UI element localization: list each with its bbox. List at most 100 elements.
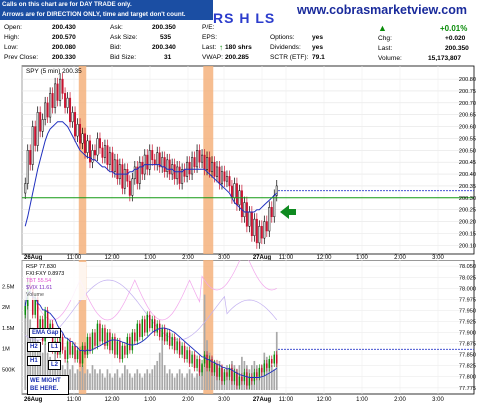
volume-bar — [29, 319, 32, 390]
time-tick-label: 12:00 — [316, 397, 332, 403]
price-candle — [156, 152, 159, 165]
price-candle — [245, 202, 248, 227]
volume-bar — [265, 356, 268, 390]
price-candle — [103, 145, 106, 158]
volume-bar — [153, 365, 156, 390]
website-watermark: www.cobrasmarketview.com — [297, 3, 467, 17]
rsp-candle — [241, 376, 243, 382]
volume-bar — [128, 373, 131, 390]
price-candle — [153, 159, 156, 165]
rsp-candle — [81, 345, 84, 364]
up-triangle-icon: ▲ — [378, 23, 387, 33]
price-candle — [253, 218, 256, 237]
rsp-candle — [226, 372, 228, 377]
h2-label: H2 — [27, 342, 41, 352]
bid-size-value: 31 — [164, 54, 172, 61]
price-candle — [41, 119, 44, 132]
price-candle — [146, 154, 149, 170]
rsp-tick-label: 77.900 — [459, 331, 476, 337]
rsp-candle — [71, 345, 74, 355]
ask-size-label: Ask Size: — [110, 34, 138, 41]
price-candle — [81, 133, 84, 144]
high-value: 200.570 — [52, 34, 76, 41]
rsp-candle — [156, 323, 158, 333]
rsp-candle — [44, 310, 46, 342]
rsp-candle — [31, 288, 34, 315]
rsp-candle — [163, 328, 166, 342]
moving-average-line — [24, 121, 278, 227]
volume-bar — [49, 356, 51, 390]
price-candle — [118, 164, 121, 180]
rsp-candle — [124, 345, 126, 355]
price-candle — [258, 226, 261, 244]
rsp-candle — [86, 336, 89, 355]
rsp-candle — [238, 376, 241, 386]
volume-bar — [106, 369, 109, 390]
volume-bar — [186, 373, 188, 390]
time-tick-label: 12:00 — [104, 397, 120, 403]
low-label: Low: — [4, 44, 18, 51]
volume-bar — [136, 369, 139, 390]
h1-label: H1 — [27, 356, 41, 366]
rsp-candle — [161, 328, 163, 337]
rsp-candle — [121, 345, 124, 360]
volume-bar — [270, 365, 273, 390]
volume-bar — [183, 377, 186, 390]
quote-panel: Open: 200.430 High: 200.570 Low: 200.080… — [0, 22, 480, 67]
time-tick-label: 2:00 — [182, 255, 194, 260]
price-candle — [106, 145, 109, 165]
time-tick-label: 26Aug — [24, 255, 43, 260]
rsp-candle — [64, 350, 66, 360]
time-tick-label: 2:00 — [182, 397, 194, 403]
volume-bar — [79, 371, 81, 390]
price-candle — [275, 185, 278, 196]
rsp-candle — [236, 372, 238, 386]
last-size-label: Last: — [202, 44, 217, 51]
rsp-candle — [168, 332, 171, 346]
price-candle — [91, 150, 94, 163]
volume-tick-label: 1M — [2, 347, 10, 353]
rsp-candle — [69, 341, 71, 355]
highlight-zone — [203, 66, 214, 254]
volume-bar — [96, 373, 99, 390]
price-candle — [250, 211, 253, 237]
volume-bar — [133, 373, 136, 390]
rsp-candle — [24, 306, 26, 315]
time-tick-label: 1:00 — [356, 397, 368, 403]
vix-line — [25, 279, 278, 341]
bid-value: 200.340 — [152, 44, 176, 51]
eps-label: EPS: — [202, 34, 218, 41]
price-candle — [128, 180, 131, 196]
price-tick-label: 200.40 — [459, 172, 476, 178]
rsp-candle — [89, 336, 91, 351]
volume-bar — [163, 365, 166, 390]
rsp-candle — [139, 323, 141, 337]
price-candle — [36, 112, 39, 146]
price-candle — [206, 157, 209, 170]
rsp-candle — [173, 336, 176, 351]
rsp-candle — [206, 354, 208, 368]
volume-bar — [201, 365, 203, 390]
rsp-tick-label: 77.800 — [459, 375, 476, 381]
volume-bar — [44, 344, 47, 390]
price-candle — [98, 138, 101, 149]
price-candle — [54, 83, 57, 108]
price-tick-label: 200.15 — [459, 231, 476, 237]
legend-rsp: RSP 77.830 — [26, 264, 56, 270]
price-candle — [121, 164, 124, 189]
rsp-candle — [151, 319, 153, 329]
l1-label: L1 — [48, 342, 62, 352]
rsp-candle — [178, 341, 181, 355]
rsp-candle — [191, 354, 193, 364]
volume-bar — [74, 373, 76, 390]
rsp-candle — [153, 319, 156, 333]
price-candle — [181, 169, 184, 184]
price-candle — [166, 159, 169, 172]
price-tick-label: 200.60 — [459, 125, 476, 131]
price-candle — [113, 159, 116, 172]
price-candle — [88, 140, 91, 163]
price-candle — [213, 161, 216, 177]
volume-bar — [143, 373, 146, 390]
price-candle — [220, 171, 223, 184]
legend-volume: Volume — [26, 292, 44, 298]
